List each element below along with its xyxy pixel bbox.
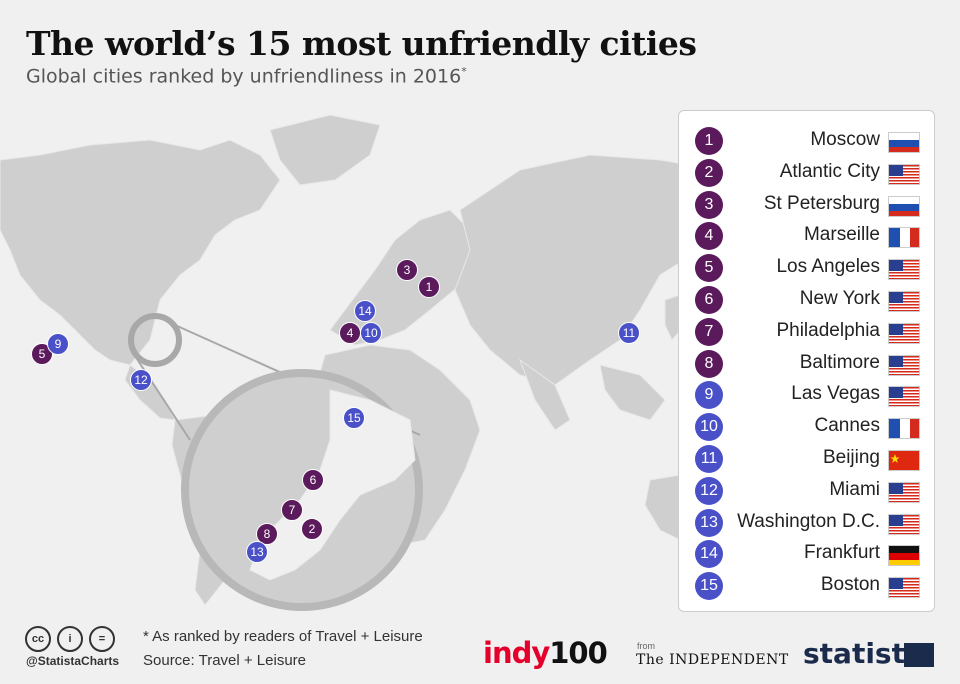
legend-row: 15 Boston — [679, 570, 936, 601]
usa-flag-icon — [888, 577, 920, 599]
statista-mark-icon — [904, 643, 934, 667]
rank-badge: 9 — [695, 381, 723, 410]
legend-row: 10 Cannes — [679, 411, 936, 442]
usa-flag-icon — [888, 259, 920, 281]
legend-row: 13 Washington D.C. — [679, 507, 936, 537]
zoom-inset-coastline — [249, 389, 416, 581]
usa-flag-icon — [888, 481, 920, 503]
city-pin-cannes: 10 — [360, 322, 382, 344]
usa-flag-icon — [888, 386, 920, 408]
city-pin-new-york: 6 — [302, 469, 324, 491]
legend-row: 11 Beijing — [679, 443, 936, 473]
page-title: The world’s 15 most unfriendly cities — [26, 24, 697, 63]
rank-badge: 6 — [695, 286, 723, 314]
rank-badge: 2 — [695, 158, 723, 187]
city-name: Boston — [820, 574, 880, 596]
france-flag-icon — [888, 418, 920, 440]
rank-badge: 15 — [695, 572, 723, 601]
legend-row: 4 Marseille — [679, 220, 936, 251]
city-name: Frankfurt — [803, 542, 880, 564]
license-icon: = — [89, 626, 115, 652]
legend-row: 2 Atlantic City — [679, 157, 936, 187]
city-name: Moscow — [810, 129, 880, 150]
rank-badge: 10 — [695, 413, 723, 442]
rank-badge: 12 — [695, 476, 723, 505]
page-subtitle: Global cities ranked by unfriendliness i… — [26, 65, 467, 88]
legend-row: 6 New York — [679, 284, 936, 314]
rank-badge: 3 — [695, 190, 723, 219]
city-pin-washington-d-c-: 13 — [246, 541, 268, 563]
license-icon: cc — [25, 626, 51, 652]
legend-row: 3 St Petersburg — [679, 189, 936, 219]
greenland-landmass — [269, 114, 381, 186]
city-name: Baltimore — [799, 351, 880, 373]
legend-row: 12 Miami — [679, 475, 936, 505]
world-map — [0, 114, 771, 611]
zoom-source-circle — [128, 313, 182, 367]
city-pin-baltimore: 8 — [256, 523, 278, 545]
city-pin-beijing: 11 — [618, 322, 640, 344]
city-pin-marseille: 4 — [339, 322, 361, 344]
city-pin-moscow: 1 — [418, 276, 440, 298]
rank-badge: 4 — [695, 222, 723, 251]
rank-badge: 8 — [695, 349, 723, 378]
city-name: Atlantic City — [779, 160, 880, 182]
legend-row: 8 Baltimore — [679, 348, 936, 378]
city-name: Washington D.C. — [737, 510, 880, 532]
city-name: Miami — [829, 478, 880, 500]
usa-flag-icon — [888, 291, 920, 312]
rank-badge: 5 — [695, 254, 723, 283]
footnote: * As ranked by readers of Travel + Leisu… — [143, 628, 423, 645]
from-label: from — [637, 641, 655, 651]
legend-row: 9 Las Vegas — [679, 379, 936, 410]
city-name: Los Angeles — [776, 256, 880, 278]
usa-flag-icon — [888, 513, 920, 535]
russia-flag-icon — [888, 195, 920, 217]
city-name: New York — [799, 288, 880, 309]
source: Source: Travel + Leisure — [143, 652, 307, 669]
footnote-block: * As ranked by readers of Travel + Leisu… — [143, 625, 423, 673]
city-name: Philadelphia — [776, 319, 880, 341]
india-landmass — [518, 358, 571, 431]
usa-flag-icon — [888, 322, 920, 344]
city-name: Marseille — [803, 224, 880, 246]
rank-badge: 11 — [695, 445, 723, 473]
legend-row: 7 Philadelphia — [679, 316, 936, 346]
germany-flag-icon — [888, 545, 920, 567]
legend-row: 1 Moscow — [679, 125, 936, 155]
city-name: St Petersburg — [763, 192, 880, 214]
city-pin-philadelphia: 7 — [281, 499, 303, 521]
russia-flag-icon — [888, 132, 920, 153]
france-flag-icon — [888, 227, 920, 249]
rank-badge: 13 — [695, 508, 723, 537]
usa-flag-icon — [888, 354, 920, 376]
city-pin-frankfurt: 14 — [354, 300, 376, 322]
city-legend: 1 Moscow 2 Atlantic City 3 St Petersburg 4 Mars… — [678, 110, 935, 612]
usa-flag-icon — [888, 163, 920, 185]
rank-badge: 1 — [695, 127, 723, 155]
city-name: Beijing — [822, 447, 880, 468]
legend-row: 5 Los Angeles — [679, 252, 936, 283]
statista-handle[interactable]: @StatistaCharts — [26, 654, 120, 668]
north-america-landmass — [0, 139, 281, 366]
city-pin-boston: 15 — [343, 407, 365, 429]
rank-badge: 7 — [695, 317, 723, 346]
city-name: Cannes — [814, 415, 881, 437]
city-pin-st-petersburg: 3 — [396, 259, 418, 281]
city-pin-atlantic-city: 2 — [301, 518, 323, 540]
city-pin-miami: 12 — [130, 369, 152, 391]
cc-icons: cc i = — [25, 626, 121, 652]
license-icon: i — [57, 626, 83, 652]
city-pin-las-vegas: 9 — [47, 333, 69, 355]
independent-logo[interactable]: The INDEPENDENT — [636, 652, 789, 668]
city-name: Las Vegas — [791, 383, 880, 405]
china-flag-icon — [888, 450, 920, 471]
indy100-logo[interactable]: indy100 — [483, 636, 608, 670]
legend-row: 14 Frankfurt — [679, 538, 936, 569]
rank-badge: 14 — [695, 540, 723, 569]
statista-logo[interactable]: statista — [803, 637, 924, 670]
southeast-asia-landmass — [599, 364, 666, 421]
